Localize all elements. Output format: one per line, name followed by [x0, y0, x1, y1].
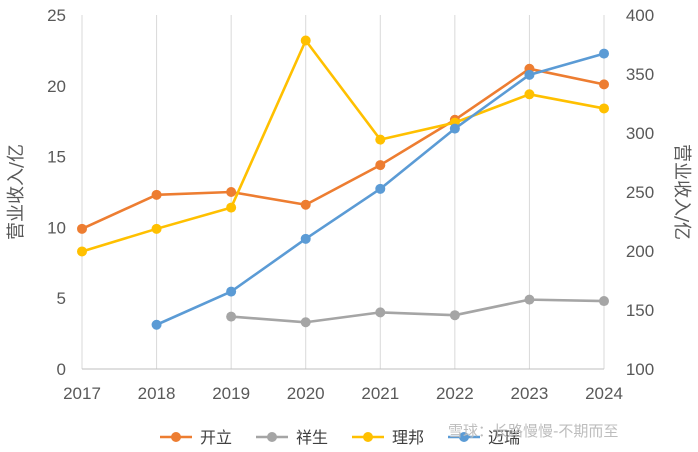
legend-item-迈瑞: 迈瑞 — [448, 428, 520, 447]
point-祥生-2021 — [375, 307, 386, 318]
x-tick-2018: 2018 — [138, 384, 176, 403]
point-迈瑞-2024 — [599, 48, 609, 59]
series-layer — [77, 35, 609, 330]
y-axis-left-title: 营业收入/亿 — [6, 144, 27, 240]
y-left-tick-20: 20 — [47, 77, 66, 96]
legend-item-祥生: 祥生 — [256, 428, 328, 447]
x-tick-2023: 2023 — [511, 384, 549, 403]
point-迈瑞-2018 — [151, 319, 162, 330]
point-理邦-2017 — [77, 246, 87, 257]
point-迈瑞-2021 — [375, 183, 386, 194]
point-迈瑞-2022 — [449, 123, 460, 134]
point-开立-2019 — [226, 187, 237, 197]
point-开立-2020 — [300, 199, 311, 210]
y-axis-right-title: 营业收入/亿 — [671, 144, 692, 240]
axes: 2017 2018 2019 2020 2021 2022 2023 2024 0 5 10 15 20… — [47, 6, 654, 403]
y-right-tick-300: 300 — [626, 124, 654, 143]
legend-item-理邦: 理邦 — [352, 428, 424, 447]
point-理邦-2019 — [226, 202, 237, 213]
point-祥生-2019 — [226, 311, 237, 322]
y-right-tick-150: 150 — [626, 301, 654, 320]
series-line-开立 — [81, 67, 605, 230]
legend-label-开立: 开立 — [200, 428, 232, 447]
series-迈瑞 — [151, 48, 609, 330]
y-right-tick-400: 400 — [626, 6, 654, 25]
x-tick-2022: 2022 — [436, 384, 474, 403]
legend: 开立 祥生 理邦 迈瑞 — [160, 428, 520, 447]
y-left-tick-25: 25 — [47, 6, 66, 25]
legend-label-理邦: 理邦 — [392, 428, 424, 447]
point-开立-2021 — [375, 160, 386, 171]
legend-marker-开立 — [171, 432, 181, 442]
x-tick-2020: 2020 — [287, 384, 325, 403]
y-left-tick-5: 5 — [57, 289, 66, 308]
y-right-tick-200: 200 — [626, 242, 654, 261]
point-理邦-2018 — [151, 223, 162, 234]
point-祥生-2020 — [300, 317, 311, 328]
point-开立-2024 — [599, 79, 609, 90]
point-理邦-2020 — [300, 35, 311, 46]
legend-marker-迈瑞 — [459, 432, 469, 442]
series-开立 — [77, 63, 609, 234]
legend-label-迈瑞: 迈瑞 — [488, 428, 520, 447]
series-line-祥生 — [231, 298, 605, 324]
series-理邦 — [77, 35, 609, 257]
point-祥生-2024 — [599, 296, 609, 307]
point-迈瑞-2020 — [300, 233, 311, 244]
point-祥生-2023 — [524, 294, 535, 305]
y-right-tick-100: 100 — [626, 360, 654, 379]
x-tick-2019: 2019 — [212, 384, 250, 403]
y-left-tick-10: 10 — [47, 218, 66, 237]
point-迈瑞-2023 — [524, 69, 535, 80]
point-理邦-2024 — [599, 103, 609, 114]
y-right-tick-250: 250 — [626, 183, 654, 202]
point-理邦-2021 — [375, 134, 386, 145]
y-left-tick-0: 0 — [57, 360, 66, 379]
point-理邦-2023 — [524, 89, 535, 100]
legend-marker-理邦 — [363, 432, 373, 442]
point-祥生-2022 — [449, 310, 460, 321]
series-祥生 — [226, 294, 609, 328]
y-left-tick-15: 15 — [47, 148, 66, 167]
point-开立-2018 — [151, 189, 162, 200]
point-开立-2017 — [77, 223, 87, 234]
point-迈瑞-2019 — [226, 286, 237, 297]
series-line-理邦 — [81, 39, 605, 253]
x-tick-2021: 2021 — [361, 384, 399, 403]
watermark: 雪球：长路慢慢-不期而至 — [448, 422, 618, 440]
legend-label-祥生: 祥生 — [296, 428, 328, 447]
x-tick-2017: 2017 — [63, 384, 101, 403]
legend-item-开立: 开立 — [160, 428, 232, 447]
y-right-tick-350: 350 — [626, 65, 654, 84]
legend-marker-祥生 — [267, 432, 277, 442]
x-tick-2024: 2024 — [585, 384, 623, 403]
